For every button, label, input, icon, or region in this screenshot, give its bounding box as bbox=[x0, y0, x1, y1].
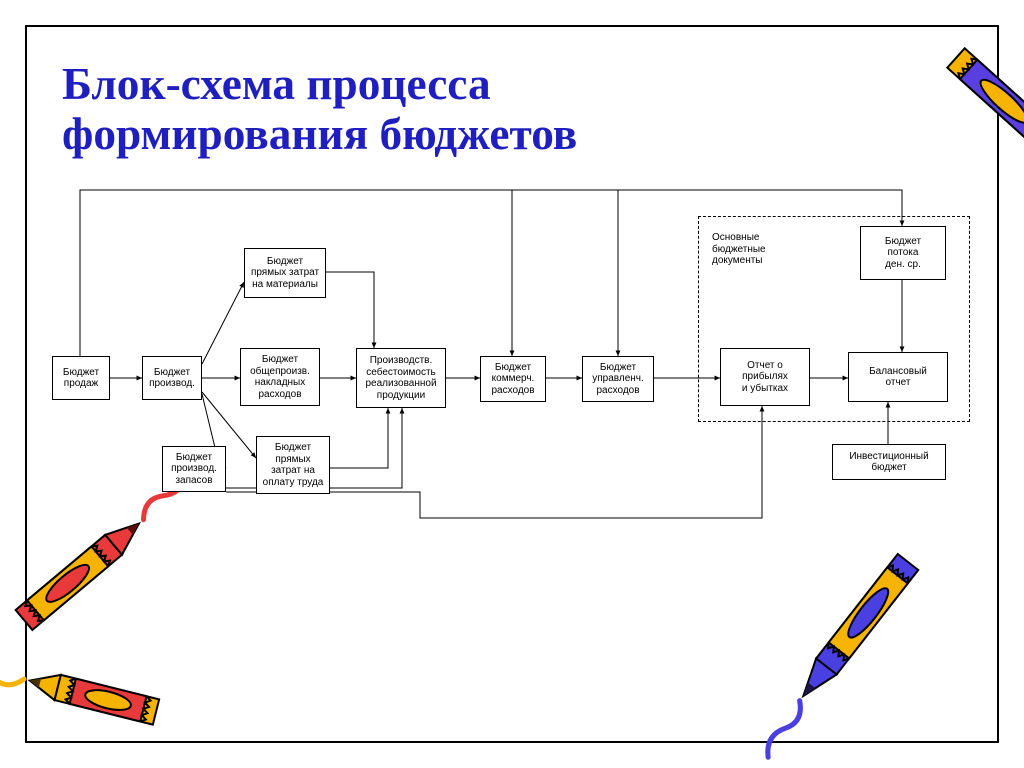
node-materials: Бюджетпрямых затратна материалы bbox=[244, 248, 326, 298]
node-overhead: Бюджетобщепроизв.накладныхрасходов bbox=[240, 348, 320, 406]
title-line-1: Блок-схема процесса bbox=[62, 58, 491, 110]
slide: Блок-схема процесса формирования бюджето… bbox=[0, 0, 1024, 768]
node-fin_label: Основныебюджетныедокументы bbox=[710, 230, 820, 280]
node-admin: Бюджетуправленч.расходов bbox=[582, 356, 654, 402]
node-profit: Отчет оприбыляхи убытках bbox=[720, 348, 810, 406]
node-cogs: Производств.себестоимостьреализованнойпр… bbox=[356, 348, 446, 408]
node-invent: Бюджетпроизвод.запасов bbox=[162, 446, 226, 492]
node-balance: Балансовыйотчет bbox=[848, 352, 948, 402]
node-invest: Инвестиционныйбюджет bbox=[832, 444, 946, 480]
node-cashflow: Бюджетпотокаден. ср. bbox=[860, 226, 946, 280]
title-line-2: формирования бюджетов bbox=[62, 108, 577, 160]
node-labor: Бюджетпрямыхзатрат наоплату труда bbox=[256, 436, 330, 494]
node-prod: Бюджетпроизвод. bbox=[142, 356, 202, 400]
node-sales: Бюджетпродаж bbox=[52, 356, 110, 400]
node-commerc: Бюджеткоммерч.расходов bbox=[480, 356, 546, 402]
flowchart: Бюджетпродаж Бюджетпроизвод. Бюджетпрямых … bbox=[40, 178, 980, 578]
